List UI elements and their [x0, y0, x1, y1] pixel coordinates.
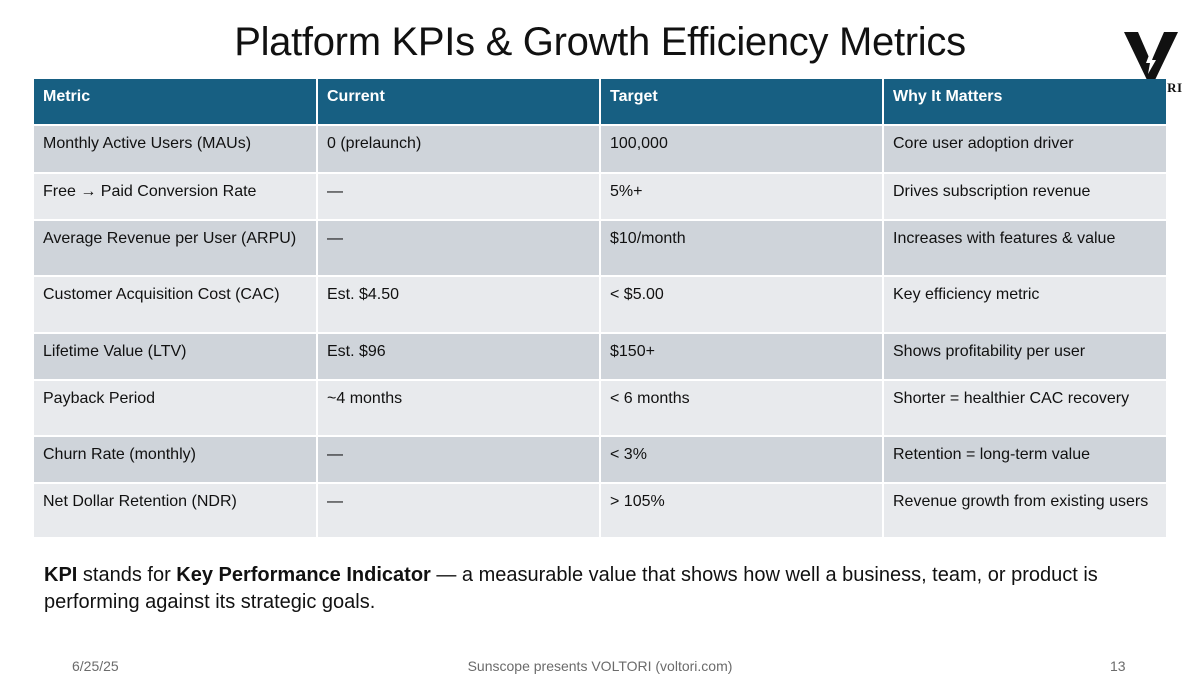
- column-header-metric: Metric: [34, 79, 318, 126]
- cell-current: Est. $96: [317, 333, 601, 381]
- column-header-current: Current: [317, 79, 601, 126]
- table-row: Payback Period ~4 months < 6 months Shor…: [34, 380, 1166, 437]
- table-header-row: Metric Current Target Why It Matters: [34, 79, 1166, 126]
- cell-why: Shows profitability per user: [883, 333, 1166, 381]
- cell-metric: Payback Period: [34, 380, 318, 437]
- voltori-v-bolt-icon: [1124, 32, 1178, 80]
- column-header-why-it-matters: Why It Matters: [883, 79, 1166, 126]
- note-expansion: Key Performance Indicator: [176, 564, 431, 586]
- slide-title: Platform KPIs & Growth Efficiency Metric…: [234, 20, 966, 64]
- table-row: Lifetime Value (LTV) Est. $96 $150+ Show…: [34, 333, 1166, 381]
- cell-current: —: [317, 173, 601, 221]
- note-text-1: stands for: [77, 564, 177, 586]
- cell-metric: Average Revenue per User (ARPU): [34, 220, 318, 277]
- cell-target: $150+: [600, 333, 884, 381]
- cell-why: Shorter = healthier CAC recovery: [883, 380, 1166, 437]
- table-row: Free → Paid Conversion Rate — 5%+ Drives…: [34, 173, 1166, 221]
- cell-metric: Customer Acquisition Cost (CAC): [34, 276, 318, 334]
- cell-metric: Lifetime Value (LTV): [34, 333, 318, 381]
- table-row: Net Dollar Retention (NDR) — > 105% Reve…: [34, 483, 1166, 539]
- cell-current: ~4 months: [317, 380, 601, 437]
- cell-current: Est. $4.50: [317, 276, 601, 334]
- note-text-2: — a measurable value that shows how well…: [44, 564, 1098, 613]
- table-row: Monthly Active Users (MAUs) 0 (prelaunch…: [34, 125, 1166, 174]
- kpi-table: Metric Current Target Why It Matters Mon…: [34, 79, 1166, 539]
- cell-why: Core user adoption driver: [883, 125, 1166, 174]
- cell-metric: Net Dollar Retention (NDR): [34, 483, 318, 539]
- kpi-definition-note: KPI stands for Key Performance Indicator…: [44, 562, 1144, 616]
- table-row: Customer Acquisition Cost (CAC) Est. $4.…: [34, 276, 1166, 334]
- cell-target: 100,000: [600, 125, 884, 174]
- cell-current: —: [317, 436, 601, 484]
- cell-target: $10/month: [600, 220, 884, 277]
- cell-why: Revenue growth from existing users: [883, 483, 1166, 539]
- cell-target: < 6 months: [600, 380, 884, 437]
- footer-page-number: 13: [1110, 658, 1126, 674]
- cell-metric: Churn Rate (monthly): [34, 436, 318, 484]
- note-term: KPI: [44, 564, 78, 586]
- cell-why: Retention = long-term value: [883, 436, 1166, 484]
- cell-current: 0 (prelaunch): [317, 125, 601, 174]
- footer-date: 6/25/25: [72, 658, 119, 674]
- cell-why: Key efficiency metric: [883, 276, 1166, 334]
- cell-current: —: [317, 220, 601, 277]
- table-row: Churn Rate (monthly) — < 3% Retention = …: [34, 436, 1166, 484]
- cell-target: 5%+: [600, 173, 884, 221]
- cell-why: Drives subscription revenue: [883, 173, 1166, 221]
- cell-current: —: [317, 483, 601, 539]
- cell-target: < $5.00: [600, 276, 884, 334]
- table-row: Average Revenue per User (ARPU) — $10/mo…: [34, 220, 1166, 277]
- cell-target: < 3%: [600, 436, 884, 484]
- cell-why: Increases with features & value: [883, 220, 1166, 277]
- column-header-target: Target: [600, 79, 884, 126]
- footer-center-text: Sunscope presents VOLTORI (voltori.com): [467, 658, 733, 674]
- cell-metric: Free → Paid Conversion Rate: [34, 173, 318, 221]
- cell-metric: Monthly Active Users (MAUs): [34, 125, 318, 174]
- cell-target: > 105%: [600, 483, 884, 539]
